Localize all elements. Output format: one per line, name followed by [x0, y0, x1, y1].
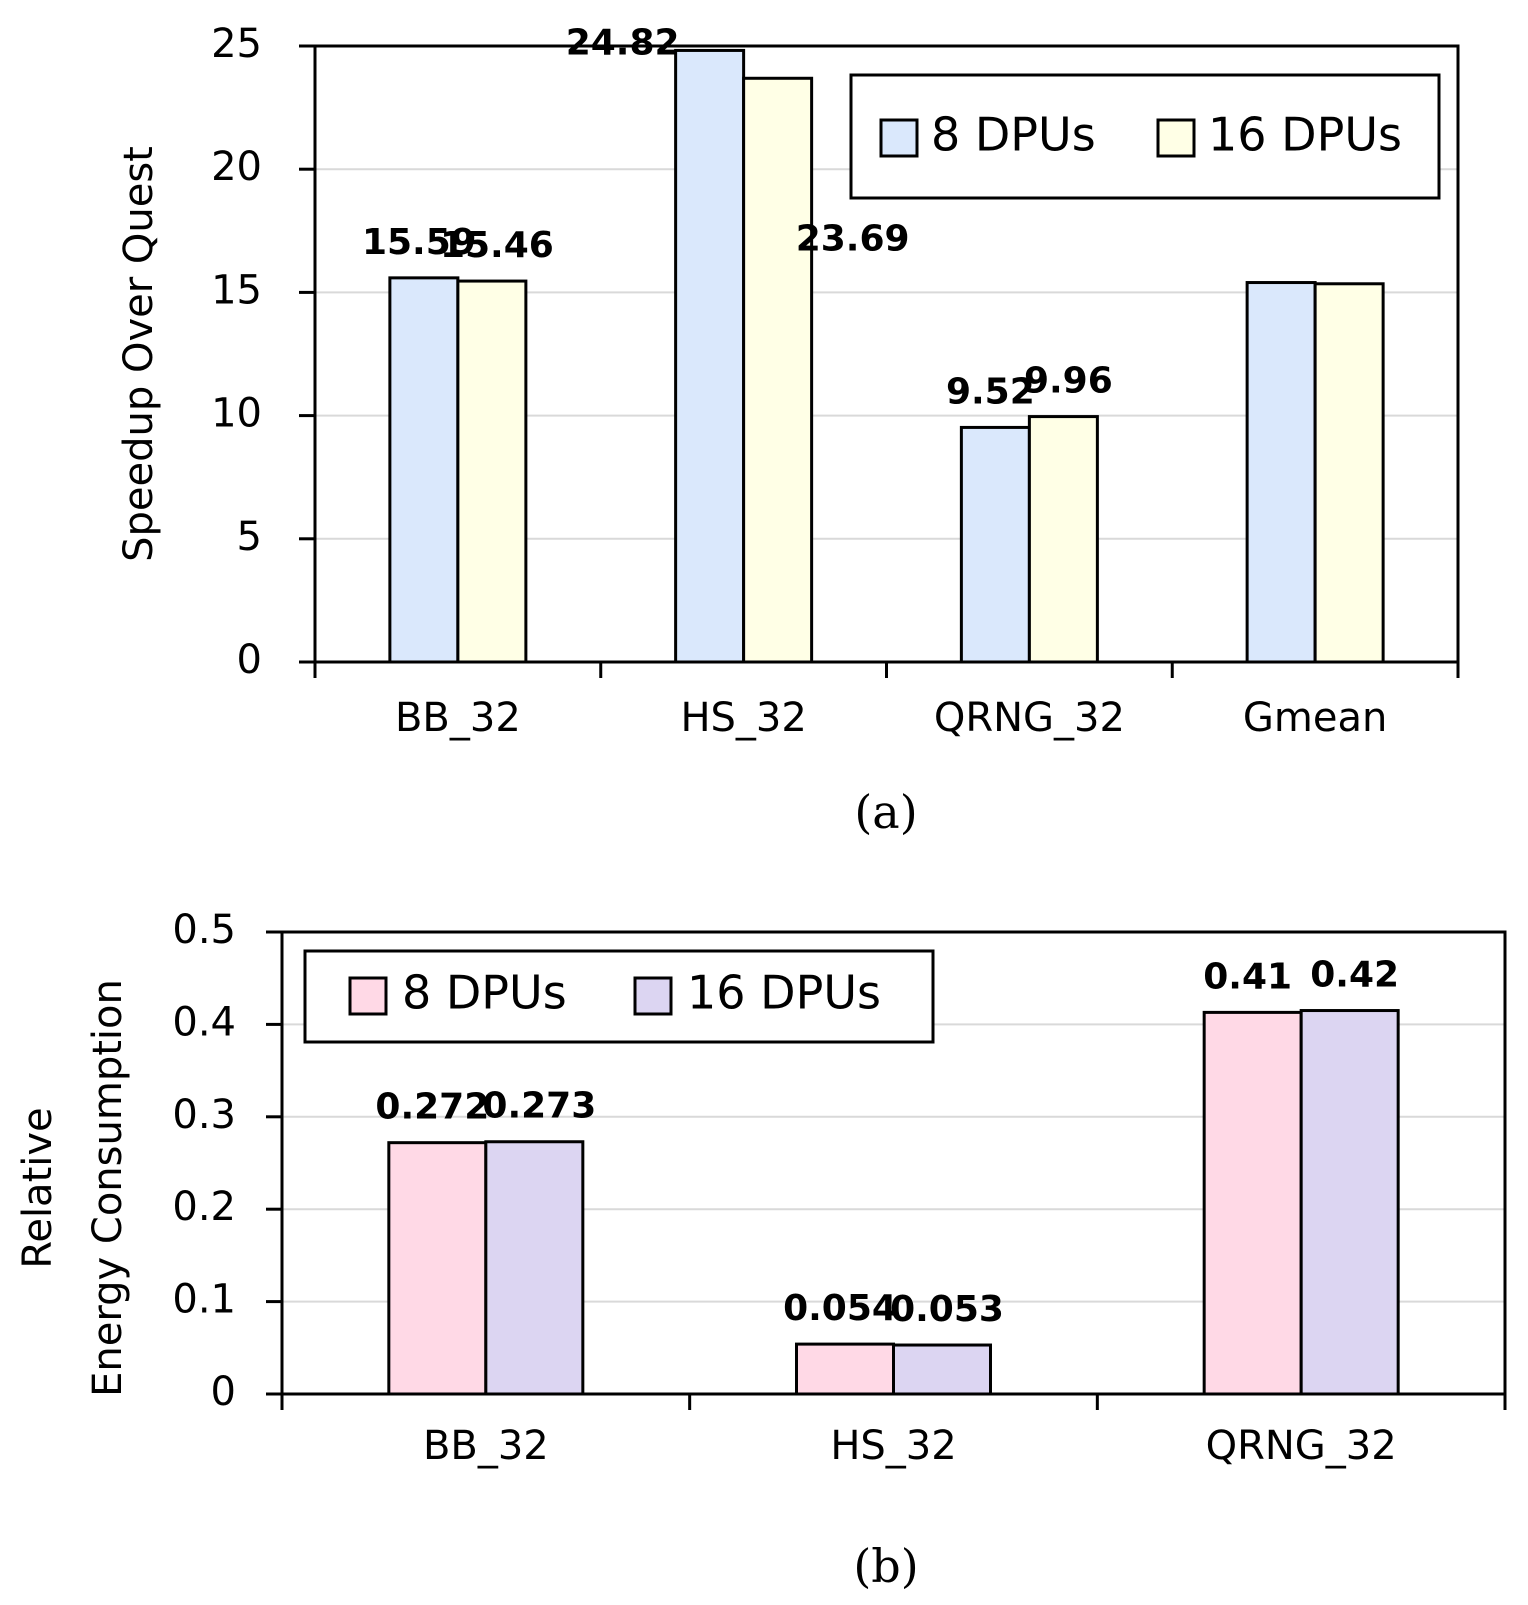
y-ticks: 0 5 10 15 20 25	[211, 21, 1460, 683]
data-label: 9.96	[1024, 361, 1113, 402]
x-tick-labels: BB_32 HS_32 QRNG_32 Gmean	[395, 695, 1387, 741]
y-tick-label: 0.5	[172, 907, 236, 953]
x-tick-labels: BB_32 HS_32 QRNG_32	[423, 1423, 1397, 1469]
y-tick-label: 0	[211, 1369, 236, 1415]
legend-label-8dpu: 8 DPUs	[931, 108, 1096, 162]
bar	[742, 76, 814, 664]
y-tick-label: 0.4	[172, 999, 236, 1045]
bar	[1299, 1009, 1400, 1396]
data-label: 0.41	[1203, 956, 1292, 997]
data-label: 0.054	[783, 1288, 897, 1329]
bar	[456, 279, 528, 664]
y-tick-label: 20	[211, 144, 262, 190]
bars	[388, 48, 1385, 664]
bar	[484, 1140, 585, 1396]
bar	[959, 425, 1031, 664]
y-ticks: 0 0.1 0.2 0.3 0.4 0.5	[172, 907, 1507, 1415]
bar	[388, 276, 460, 664]
energy-chart: 0 0.1 0.2 0.3 0.4 0.5 BB_32 HS_32 QRNG_32 0.272…	[15, 907, 1507, 1593]
legend-label-16dpu: 16 DPUs	[687, 966, 881, 1020]
data-label: 9.52	[946, 371, 1035, 412]
legend: 8 DPUs 16 DPUs	[303, 949, 935, 1044]
y-tick-label: 0.1	[172, 1277, 236, 1323]
data-label: 0.053	[890, 1289, 1004, 1330]
bar	[674, 48, 746, 664]
legend-label-8dpu: 8 DPUs	[402, 966, 567, 1020]
bar	[1027, 415, 1099, 664]
bars	[387, 1009, 1400, 1396]
y-tick-label: 25	[211, 21, 262, 67]
x-tick-label: QRNG_32	[934, 695, 1125, 741]
y-tick-label: 0.3	[172, 1092, 236, 1138]
bar	[387, 1141, 488, 1396]
legend-label-16dpu: 16 DPUs	[1208, 108, 1402, 162]
caption-b: (b)	[853, 1539, 918, 1593]
y-tick-label: 0	[237, 637, 262, 683]
legend-swatch-16dpu	[1156, 118, 1196, 158]
y-axis-label: Speedup Over Quest	[116, 146, 162, 562]
x-tick-label: BB_32	[423, 1423, 549, 1469]
y-tick-label: 10	[211, 391, 262, 437]
x-tick-label: Gmean	[1243, 695, 1387, 741]
y-tick-label: 15	[211, 267, 262, 313]
y-axis-label-line1: Relative	[15, 1107, 61, 1268]
x-tick-label: BB_32	[395, 695, 521, 741]
bar	[1245, 281, 1317, 664]
x-tick-label: HS_32	[830, 1423, 956, 1469]
legend-swatch-8dpu	[348, 976, 388, 1016]
bar	[892, 1343, 992, 1396]
caption-a: (a)	[854, 785, 917, 839]
data-label: 0.272	[375, 1087, 489, 1128]
y-axis-label-line2: Energy Consumption	[85, 979, 131, 1397]
y-tick-label: 5	[237, 514, 262, 560]
y-tick-label: 0.2	[172, 1184, 236, 1230]
legend: 8 DPUs 16 DPUs	[849, 73, 1441, 200]
x-tick-label: QRNG_32	[1206, 1423, 1397, 1469]
data-label: 0.273	[482, 1086, 596, 1127]
legend-swatch-16dpu	[633, 976, 673, 1016]
bar	[1202, 1010, 1303, 1396]
data-label: 23.69	[796, 218, 910, 259]
data-label: 15.46	[440, 225, 554, 266]
x-tick-label: HS_32	[680, 695, 806, 741]
data-label: 15.59	[362, 222, 476, 263]
bar	[795, 1342, 895, 1396]
data-label: 0.42	[1310, 955, 1399, 996]
data-label: 24.82	[566, 22, 680, 63]
legend-box	[303, 949, 935, 1044]
legend-swatch-8dpu	[879, 118, 919, 158]
bar	[1313, 282, 1385, 664]
legend-box	[849, 73, 1441, 200]
